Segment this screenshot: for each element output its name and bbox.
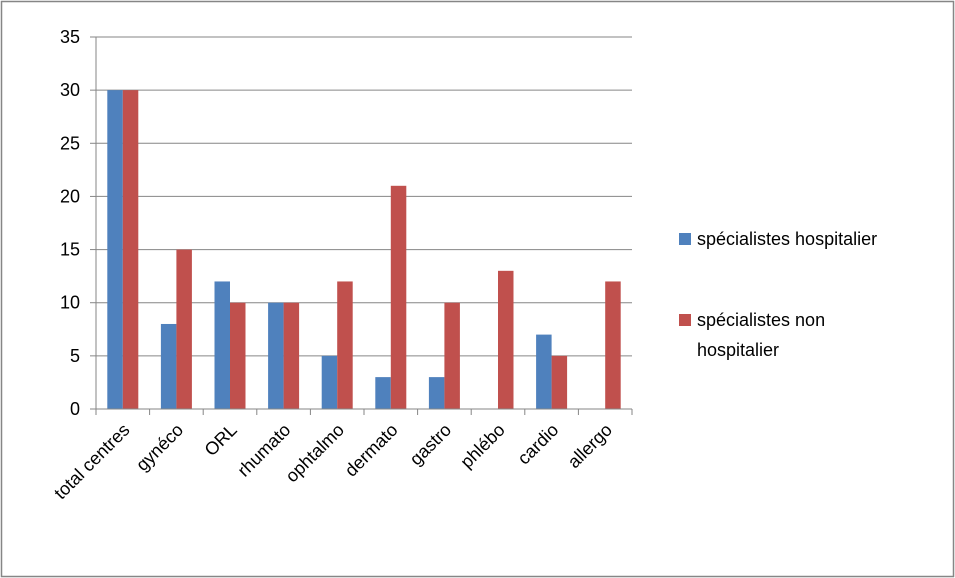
bar-series-1 bbox=[375, 377, 391, 409]
legend-label-series-2-line-1: spécialistes non bbox=[697, 310, 825, 330]
legend: spécialistes hospitalier spécialistes no… bbox=[679, 229, 877, 360]
bar-series-1 bbox=[160, 323, 177, 409]
legend-swatch-series-1 bbox=[679, 233, 691, 245]
bar-series-2 bbox=[230, 302, 246, 409]
bar-series-2 bbox=[551, 355, 568, 409]
y-tick-label: 35 bbox=[60, 27, 80, 47]
bar-series-2 bbox=[176, 249, 192, 409]
bar-series-2 bbox=[390, 185, 407, 409]
legend-label-series-1: spécialistes hospitalier bbox=[697, 229, 877, 249]
y-tick-label: 30 bbox=[60, 80, 80, 100]
bar-series-1 bbox=[428, 377, 445, 409]
y-tick-label: 20 bbox=[60, 186, 80, 206]
legend-label-series-2-line-2: hospitalier bbox=[697, 340, 779, 360]
y-tick-label: 15 bbox=[60, 240, 80, 260]
y-tick-label: 0 bbox=[70, 399, 80, 419]
bar-series-1 bbox=[214, 281, 230, 409]
bar-series-1 bbox=[536, 334, 552, 409]
bar-series-2 bbox=[283, 302, 300, 409]
y-tick-label: 5 bbox=[70, 346, 80, 366]
legend-swatch-series-2 bbox=[679, 314, 691, 326]
y-tick-label: 25 bbox=[60, 133, 80, 153]
bar-series-1 bbox=[107, 90, 123, 410]
bars bbox=[107, 90, 621, 410]
bar-series-2 bbox=[444, 302, 460, 409]
axes bbox=[90, 36, 633, 415]
bar-series-2 bbox=[122, 90, 139, 410]
bar-series-2 bbox=[337, 281, 353, 409]
bar-series-1 bbox=[268, 302, 284, 409]
bar-series-1 bbox=[321, 355, 338, 409]
y-tick-label: 10 bbox=[60, 293, 80, 313]
bar-series-2 bbox=[498, 270, 514, 409]
y-axis-tick-labels: 0 5 10 15 20 25 30 35 bbox=[60, 27, 80, 419]
bar-series-2 bbox=[605, 281, 621, 409]
